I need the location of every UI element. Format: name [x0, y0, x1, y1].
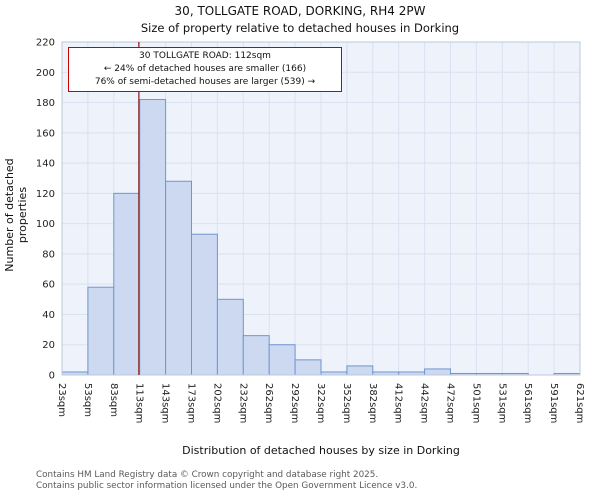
property-annotation-box: 30 TOLLGATE ROAD: 112sqm ← 24% of detach…: [68, 47, 342, 92]
y-tick-label: 60: [42, 280, 55, 291]
plot-border: [61, 41, 581, 376]
y-axis-label: Number of detached properties: [3, 158, 29, 272]
histogram-bar: [424, 368, 452, 376]
x-tick-label: 621sqm: [574, 383, 585, 423]
x-axis-label: Distribution of detached houses by size …: [182, 444, 460, 457]
y-tick-label: 140: [36, 159, 55, 170]
x-tick-label: 292sqm: [289, 383, 300, 423]
x-tick-label: 561sqm: [522, 383, 533, 423]
histogram-bar: [268, 344, 296, 376]
x-tick-label: 382sqm: [367, 383, 378, 423]
histogram-bar: [139, 99, 167, 376]
attribution-line-hm-land-registry: Contains HM Land Registry data © Crown c…: [36, 470, 379, 480]
histogram-bar: [191, 233, 218, 376]
x-tick-label: 501sqm: [470, 383, 481, 423]
y-tick-label: 0: [49, 371, 55, 382]
annotation-larger-share: 76% of semi-detached houses are larger (…: [94, 77, 316, 87]
y-tick-label: 100: [36, 219, 55, 230]
x-tick-label: 232sqm: [237, 383, 248, 423]
x-tick-label: 53sqm: [82, 383, 93, 417]
y-tick-label: 160: [36, 128, 55, 139]
x-tick-label: 352sqm: [341, 383, 352, 423]
histogram-bar: [242, 335, 270, 376]
x-tick-label: 472sqm: [445, 383, 456, 423]
chart-subtitle: Size of property relative to detached ho…: [140, 21, 460, 35]
x-tick-label: 412sqm: [393, 383, 404, 423]
annotation-smaller-share: ← 24% of detached houses are smaller (16…: [103, 64, 307, 74]
x-tick-label: 202sqm: [211, 383, 222, 423]
histogram-bar: [165, 180, 193, 376]
chart-title: 30, TOLLGATE ROAD, DORKING, RH4 2PW: [174, 4, 426, 18]
x-tick-label: 173sqm: [186, 383, 197, 423]
y-tick-label: 220: [36, 38, 55, 49]
x-tick-label: 262sqm: [263, 383, 274, 423]
histogram-bar: [113, 192, 141, 376]
x-tick-label: 442sqm: [419, 383, 430, 423]
histogram-bar: [87, 286, 115, 376]
y-tick-label: 40: [42, 310, 55, 321]
annotation-property-size: 30 TOLLGATE ROAD: 112sqm: [139, 51, 271, 61]
histogram-bar: [346, 365, 374, 376]
x-tick-label: 322sqm: [315, 383, 326, 423]
y-tick-label: 80: [42, 249, 55, 260]
x-tick-label: 113sqm: [134, 383, 145, 423]
x-tick-label: 143sqm: [160, 383, 171, 423]
histogram-bar: [216, 298, 244, 376]
y-tick-label: 20: [42, 340, 55, 351]
x-tick-label: 591sqm: [548, 383, 559, 423]
attribution-line-ogl: Contains public sector information licen…: [36, 481, 418, 491]
y-tick-label: 200: [36, 68, 55, 79]
y-tick-label: 120: [36, 189, 55, 200]
x-tick-label: 23sqm: [56, 383, 67, 417]
histogram-bar: [294, 359, 322, 376]
x-tick-label: 531sqm: [496, 383, 507, 423]
x-tick-label: 83sqm: [108, 383, 119, 417]
y-tick-label: 180: [36, 98, 55, 109]
attribution-footer: Contains HM Land Registry data © Crown c…: [36, 470, 596, 492]
